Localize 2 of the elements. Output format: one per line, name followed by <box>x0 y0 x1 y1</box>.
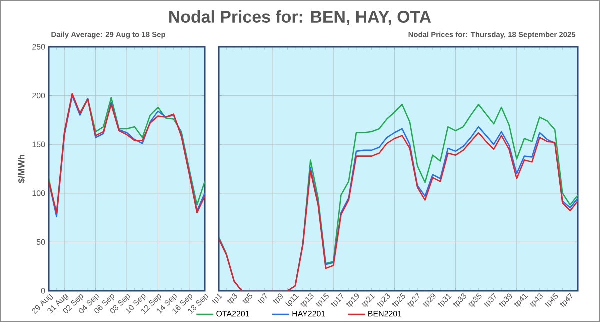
y-axis-title: $/MWh <box>18 155 26 184</box>
chart-title: Nodal Prices for: BEN, HAY, OTA <box>170 10 432 26</box>
